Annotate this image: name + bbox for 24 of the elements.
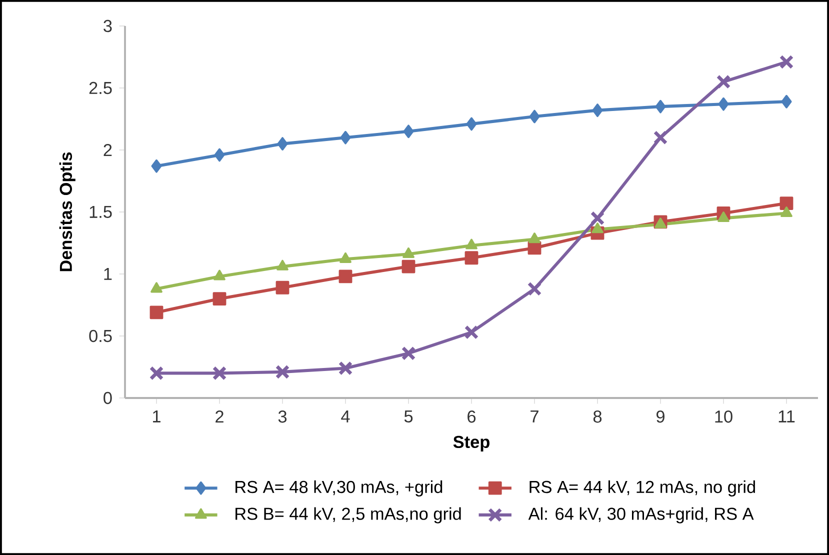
x-axis-title: Step — [453, 436, 490, 452]
x-tick-label: 2 — [216, 410, 224, 423]
y-tick-label: 0.5 — [89, 330, 112, 342]
y-tick-label: 1.5 — [90, 206, 112, 218]
y-tick-label: 3 — [104, 20, 112, 32]
x-tick-label: 8 — [593, 410, 602, 423]
x-tick-label: 7 — [530, 410, 538, 422]
x-tick-label: 9 — [656, 410, 664, 423]
y-tick-label: 1 — [104, 268, 112, 280]
x-tick-label: 3 — [278, 410, 287, 423]
y-tick-label: 2 — [104, 144, 112, 156]
legend-label: Al: 64 kV, 30 mAs+grid, RS A — [528, 507, 754, 524]
x-tick-label: 10 — [715, 410, 732, 423]
x-tick-label: 5 — [404, 410, 413, 423]
y-axis-title: Densitas Optis — [59, 152, 76, 272]
legend-label: RS A= 44 kV, 12 mAs, no grid — [530, 480, 755, 496]
legend-label: RS B= 44 kV, 2,5 mAs,no grid — [236, 507, 461, 524]
y-tick-label: 2.5 — [89, 82, 112, 94]
y-tick-label: 0 — [104, 392, 112, 404]
x-tick-label: 4 — [341, 410, 350, 422]
x-tick-label: 11 — [778, 410, 795, 422]
x-tick-label: 1 — [153, 410, 160, 422]
x-tick-label: 6 — [468, 410, 476, 423]
legend-label: RS A= 48 kV,30 mAs, +grid — [236, 480, 442, 496]
